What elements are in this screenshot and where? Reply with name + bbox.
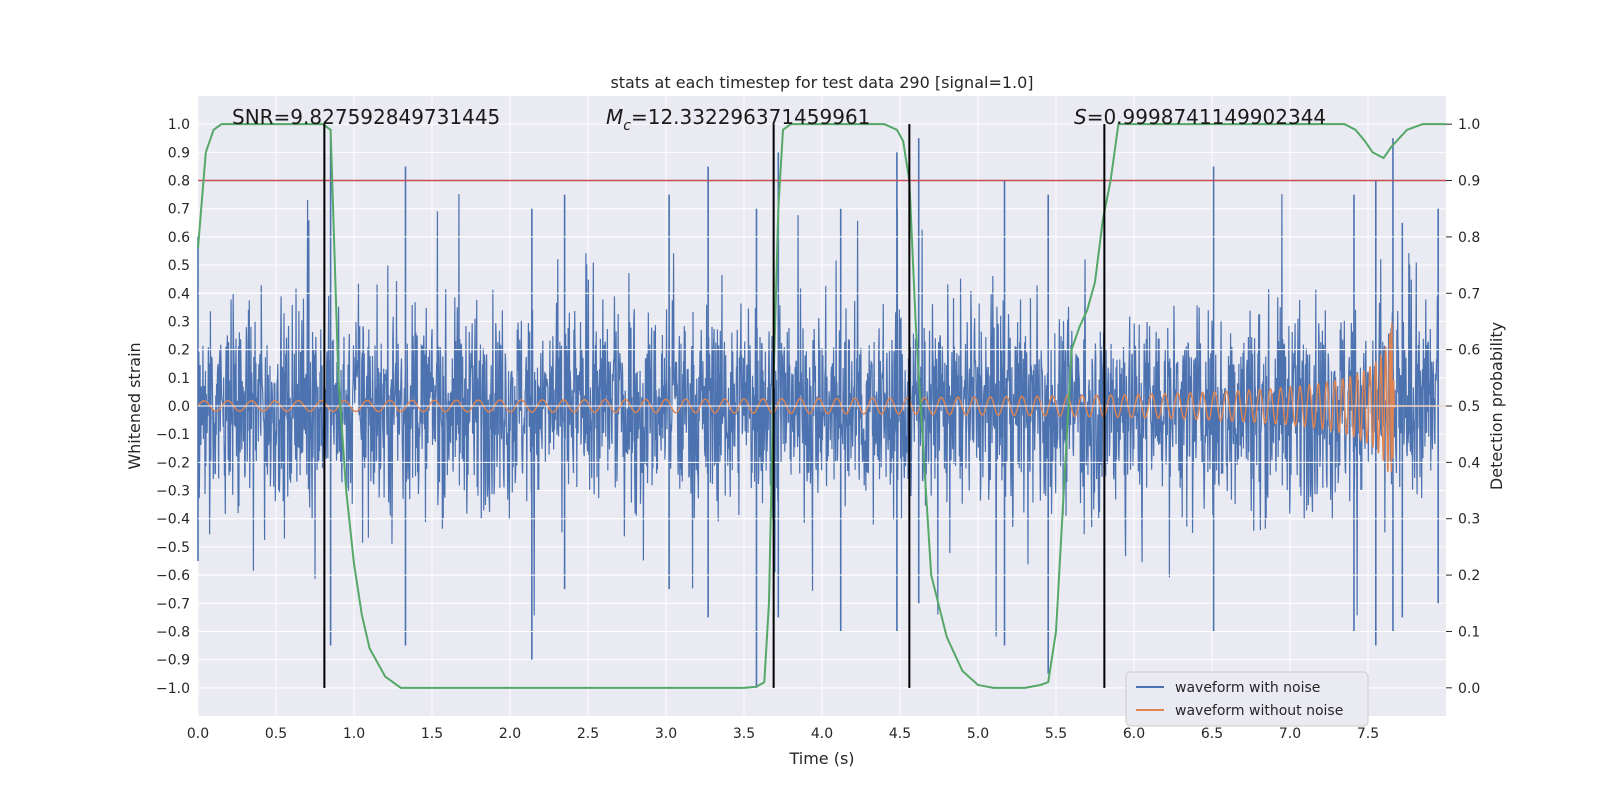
y-tick-label: 0.2	[168, 343, 190, 359]
axis-ticks: 0.0 0.5 1.0 1.5 2.0 2.5 3.0 3.5 4.0 4.5 5.0 5.5 6.0 6…	[156, 117, 1480, 742]
x-tick-label: 2.5	[577, 726, 599, 742]
s-annotation: S=0.9998741149902344	[1074, 105, 1326, 129]
y2-tick-label: 0.5	[1458, 399, 1480, 415]
legend-label-noise: waveform with noise	[1175, 680, 1320, 696]
y-tick-label: −0.1	[156, 427, 190, 443]
x-tick-label: 4.5	[889, 726, 911, 742]
y-tick-label: −0.3	[156, 484, 190, 500]
y-tick-label: −0.5	[156, 540, 190, 556]
y2-tick-label: 0.8	[1458, 230, 1480, 246]
y-tick-label: −1.0	[156, 681, 190, 697]
x-tick-label: 5.5	[1045, 726, 1067, 742]
chart-title: stats at each timestep for test data 290…	[610, 73, 1033, 92]
legend-box	[1125, 671, 1369, 727]
event-lines	[323, 124, 1106, 688]
y-tick-label: 0.1	[168, 371, 190, 387]
y-tick-label: 0.8	[168, 174, 190, 190]
y-tick-label: −0.9	[156, 653, 190, 669]
y-tick-label: −0.7	[156, 596, 190, 612]
x-tick-label: 0.0	[187, 726, 209, 742]
x-tick-label: 6.5	[1201, 726, 1223, 742]
y2-tick-label: 0.7	[1458, 286, 1480, 302]
waveform-with-noise-series	[197, 138, 1439, 688]
y2-axis-label: Detection probability	[1487, 322, 1506, 490]
x-axis-label: Time (s)	[788, 749, 854, 768]
waveform-without-noise-series	[198, 322, 1446, 473]
x-tick-label: 5.0	[967, 726, 989, 742]
y-tick-label: −0.4	[156, 512, 190, 528]
clean-waveform	[198, 322, 1446, 473]
x-tick-label: 3.0	[655, 726, 677, 742]
x-tick-label: 0.5	[265, 726, 287, 742]
y-tick-label: 0.6	[168, 230, 190, 246]
y-tick-label: 0.5	[168, 258, 190, 274]
snr-annotation: SNR=9.827592849731445	[232, 105, 500, 129]
y2-tick-label: 0.4	[1458, 455, 1480, 471]
x-tick-label: 1.5	[421, 726, 443, 742]
chirp-mass-value: =12.332296371459961	[631, 105, 870, 129]
y-axis-label: Whitened strain	[125, 342, 144, 469]
x-tick-label: 7.0	[1279, 726, 1301, 742]
probability-line	[197, 123, 1446, 689]
s-symbol: S	[1074, 105, 1087, 129]
x-tick-label: 2.0	[499, 726, 521, 742]
y2-tick-label: 0.9	[1458, 174, 1480, 190]
x-tick-label: 7.5	[1357, 726, 1379, 742]
y-tick-label: 0.0	[168, 399, 190, 415]
y-tick-label: −0.8	[156, 624, 190, 640]
y2-tick-label: 0.6	[1458, 343, 1480, 359]
y2-tick-label: 0.0	[1458, 681, 1480, 697]
legend: waveform with noise waveform without noi…	[1125, 671, 1369, 727]
legend-label-clean: waveform without noise	[1175, 703, 1343, 719]
y-tick-label: 0.3	[168, 314, 190, 330]
y2-tick-label: 1.0	[1458, 117, 1480, 133]
x-tick-label: 4.0	[811, 726, 833, 742]
y-tick-label: −0.6	[156, 568, 190, 584]
chirp-mass-symbol: M	[606, 105, 623, 129]
x-tick-label: 1.0	[343, 726, 365, 742]
chirp-mass-annotation: Mc=12.332296371459961	[606, 105, 870, 134]
y-tick-label: 1.0	[168, 117, 190, 133]
y-tick-label: 0.9	[168, 145, 190, 161]
s-value: =0.9998741149902344	[1087, 105, 1326, 129]
y2-tick-label: 0.3	[1458, 512, 1480, 528]
y-tick-label: −0.2	[156, 455, 190, 471]
y2-tick-label: 0.1	[1458, 624, 1480, 640]
x-tick-label: 6.0	[1123, 726, 1145, 742]
chirp-mass-subscript: c	[623, 118, 631, 134]
x-tick-label: 3.5	[733, 726, 755, 742]
y-tick-label: 0.7	[168, 202, 190, 218]
detection-probability-series	[197, 123, 1446, 689]
y-tick-label: 0.4	[168, 286, 190, 302]
y2-tick-label: 0.2	[1458, 568, 1480, 584]
